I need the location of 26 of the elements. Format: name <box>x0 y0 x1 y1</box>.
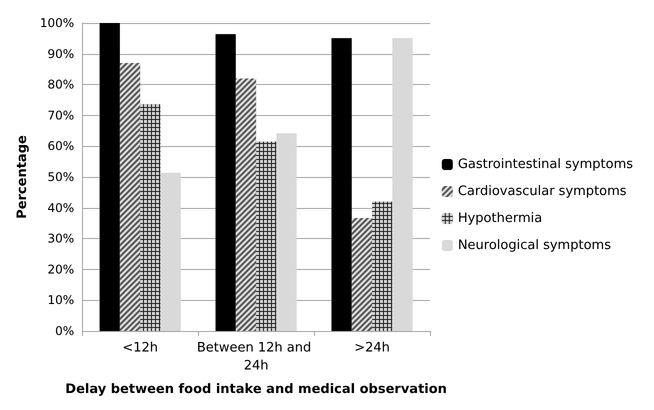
y-tick-label: 10% <box>48 293 74 308</box>
y-tick-label: 50% <box>48 170 74 184</box>
y-tick-label: 80% <box>48 78 74 92</box>
y-tick-label: 40% <box>48 200 74 215</box>
legend-label: Gastrointestinal symptoms <box>458 157 634 172</box>
y-tick-label: 60% <box>48 139 74 154</box>
y-tick-label: 90% <box>48 46 74 61</box>
legend-label: Neurological symptoms <box>458 238 612 253</box>
x-tick-label: Between 12h and 24h <box>196 340 316 374</box>
legend-label: Hypothermia <box>458 211 542 226</box>
bar <box>392 38 413 331</box>
y-tick-label: 0% <box>55 324 74 338</box>
y-tick-label: 100% <box>40 16 74 30</box>
y-tick-label: 20% <box>48 262 74 276</box>
x-axis-title: Delay between food intake and medical observation <box>65 382 447 397</box>
bar <box>331 38 352 331</box>
y-tick-label: 70% <box>48 108 74 122</box>
y-tick-label: 30% <box>48 232 74 246</box>
bar <box>100 23 120 331</box>
y-axis-title: Percentage <box>15 135 30 219</box>
bar <box>276 133 297 331</box>
bar <box>160 172 181 331</box>
x-tick-label: <12h <box>122 340 158 356</box>
bar <box>216 34 236 331</box>
x-tick-label: >24h <box>354 340 390 356</box>
legend-label: Cardiovascular symptoms <box>458 184 627 199</box>
